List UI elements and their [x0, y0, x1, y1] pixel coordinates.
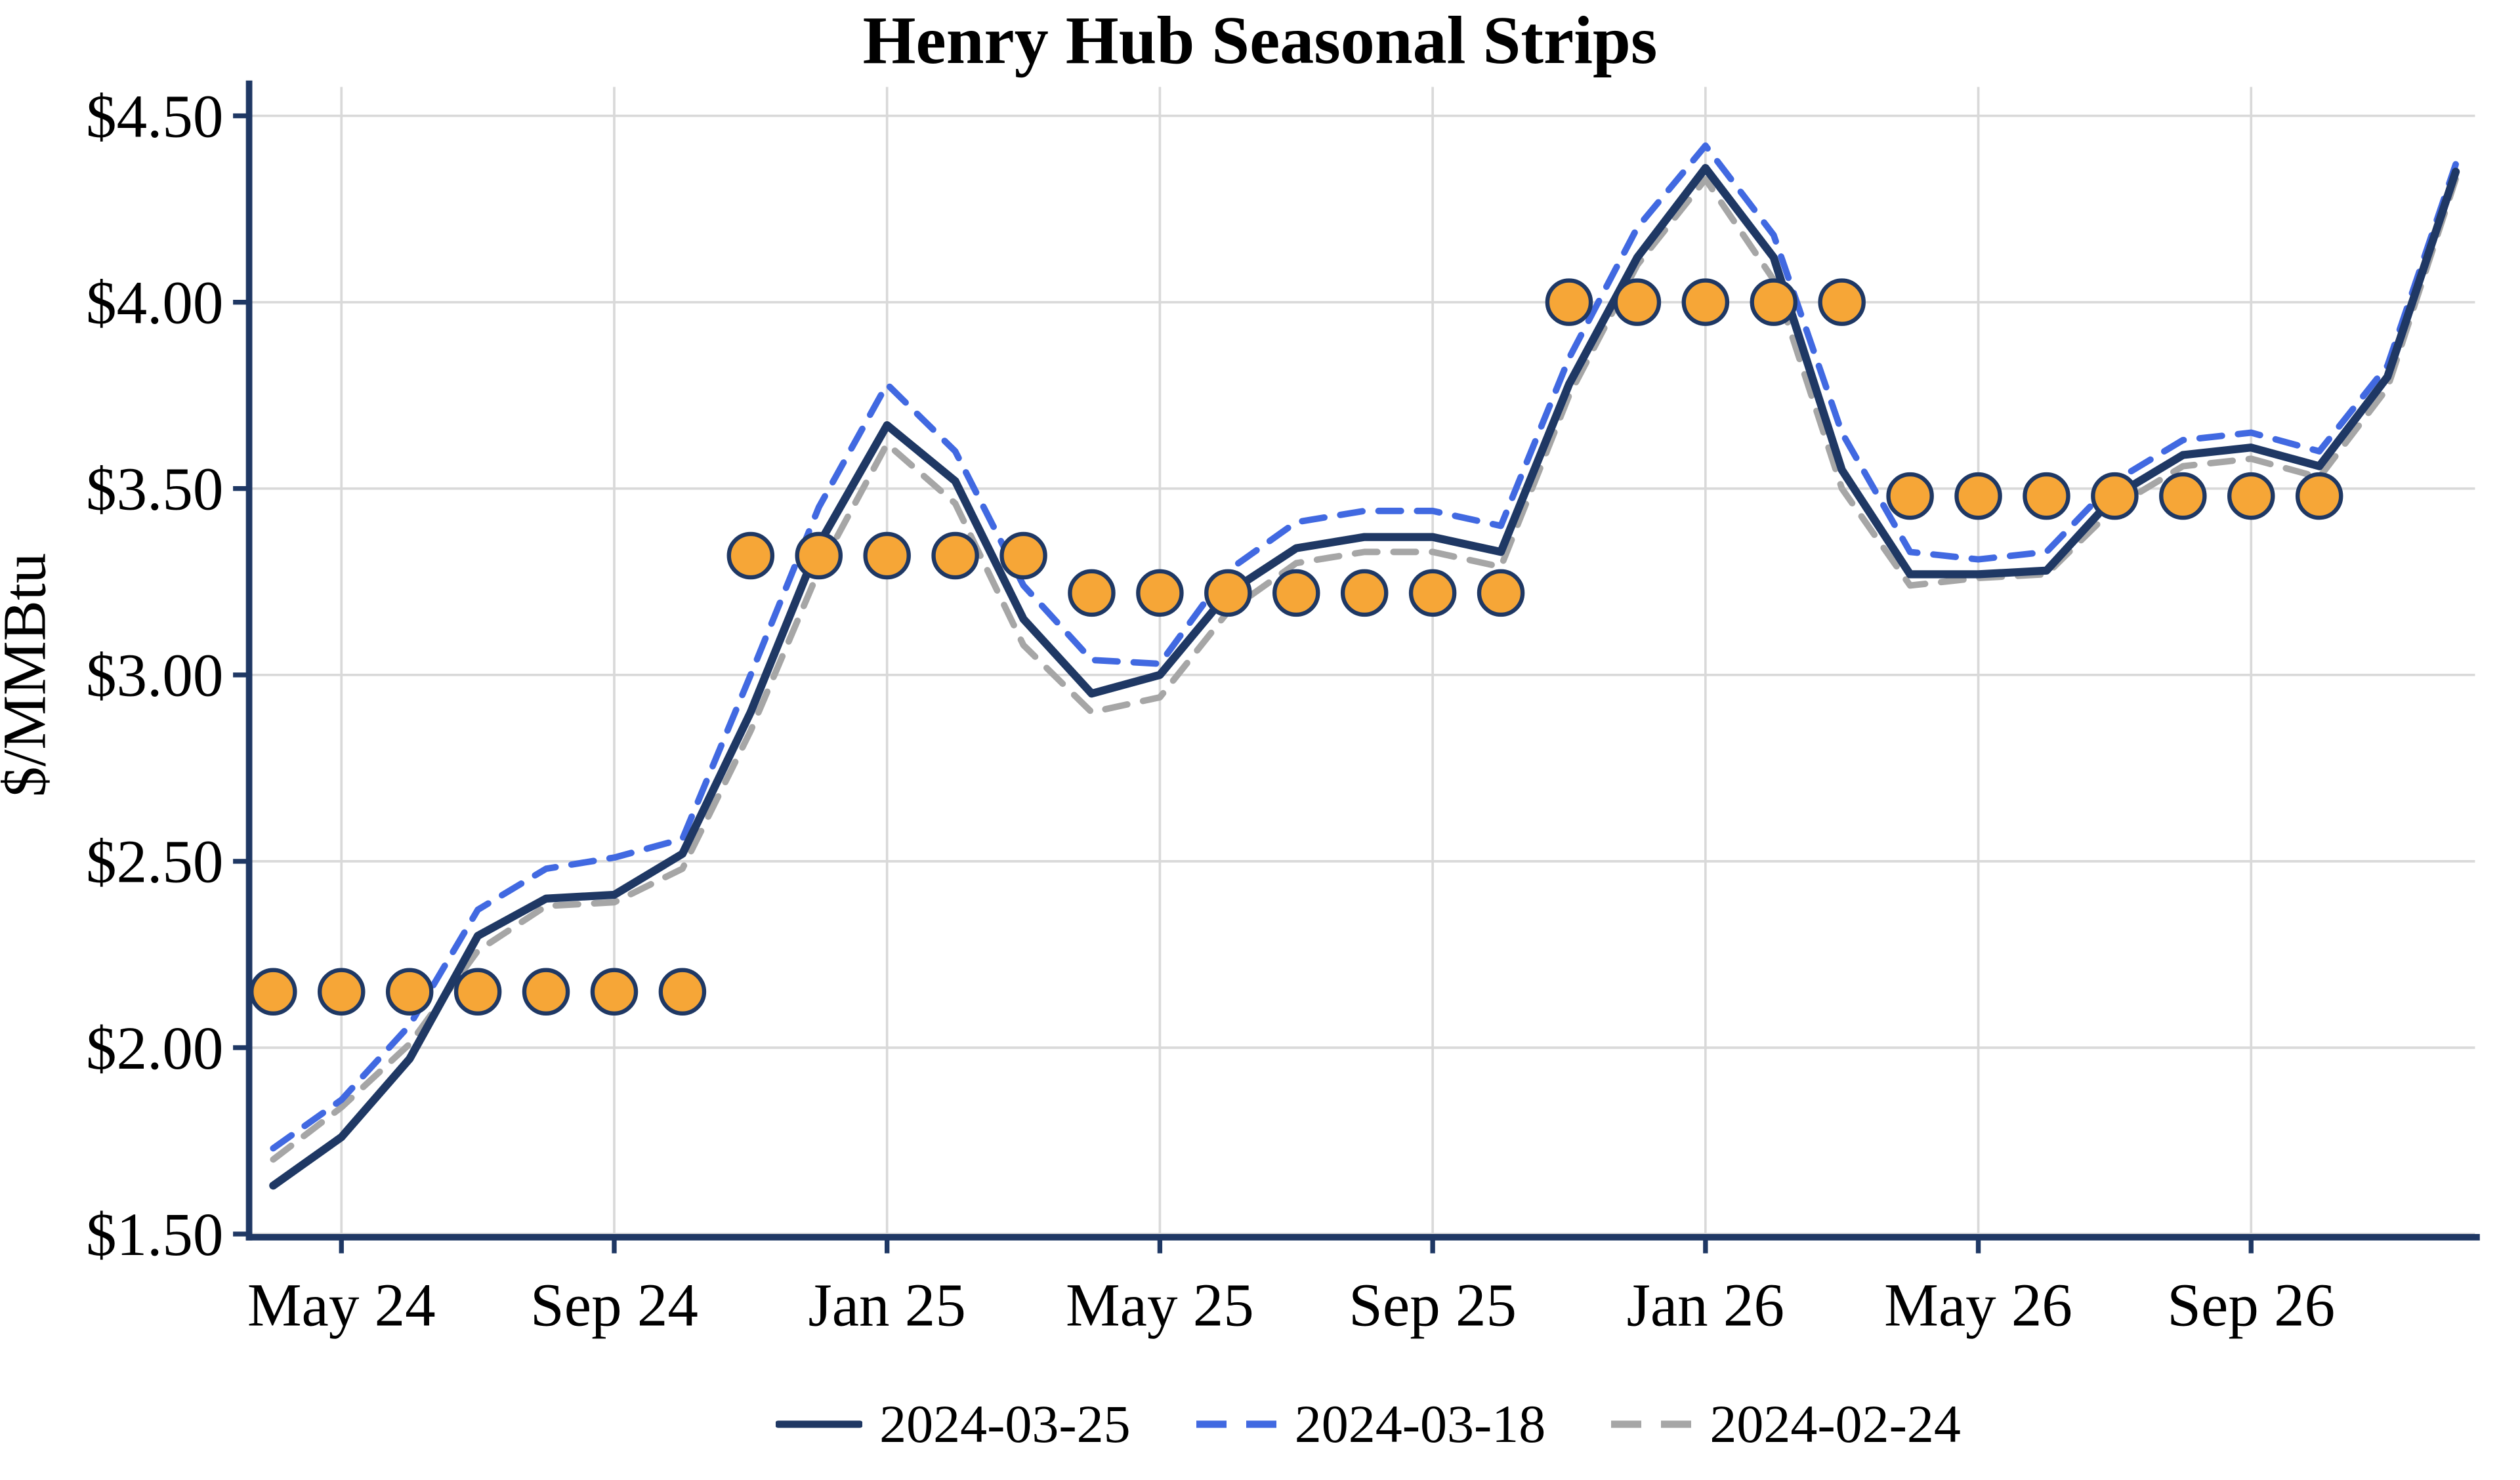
svg-text:May 25: May 25: [1066, 1272, 1254, 1340]
legend-label-2024-03-25: 2024-03-25: [879, 1394, 1131, 1454]
svg-text:Jan 26: Jan 26: [1627, 1272, 1784, 1340]
legend-label-2024-02-24: 2024-02-24: [1710, 1394, 1961, 1454]
dashed-line-swatch-icon: [1196, 1420, 1278, 1428]
svg-text:$1.50: $1.50: [86, 1201, 223, 1269]
svg-text:$4.00: $4.00: [86, 269, 223, 337]
chart-title: Henry Hub Seasonal Strips: [862, 3, 1658, 78]
svg-text:Sep 25: Sep 25: [1349, 1272, 1517, 1340]
svg-text:$4.50: $4.50: [86, 83, 223, 150]
legend: 2024-03-25 2024-03-18 2024-02-24: [217, 1393, 2520, 1455]
legend-item-2024-02-24: 2024-02-24: [1611, 1393, 1961, 1455]
legend-item-2024-03-25: 2024-03-25: [776, 1393, 1131, 1455]
svg-text:May 26: May 26: [1884, 1272, 2072, 1340]
legend-label-2024-03-18: 2024-03-18: [1294, 1394, 1546, 1454]
legend-item-2024-03-18: 2024-03-18: [1196, 1393, 1546, 1455]
svg-text:$3.00: $3.00: [86, 642, 223, 710]
dashed-line-swatch-icon: [1611, 1420, 1693, 1428]
svg-text:$2.00: $2.00: [86, 1015, 223, 1082]
svg-text:$/MMBtu: $/MMBtu: [0, 553, 59, 797]
svg-text:Sep 24: Sep 24: [530, 1272, 698, 1340]
solid-line-swatch-icon: [776, 1420, 863, 1428]
svg-text:May 24: May 24: [247, 1272, 436, 1340]
svg-text:$2.50: $2.50: [86, 829, 223, 896]
svg-text:Sep 26: Sep 26: [2167, 1272, 2335, 1340]
svg-text:$3.50: $3.50: [86, 456, 223, 524]
svg-text:Jan 25: Jan 25: [808, 1272, 966, 1340]
